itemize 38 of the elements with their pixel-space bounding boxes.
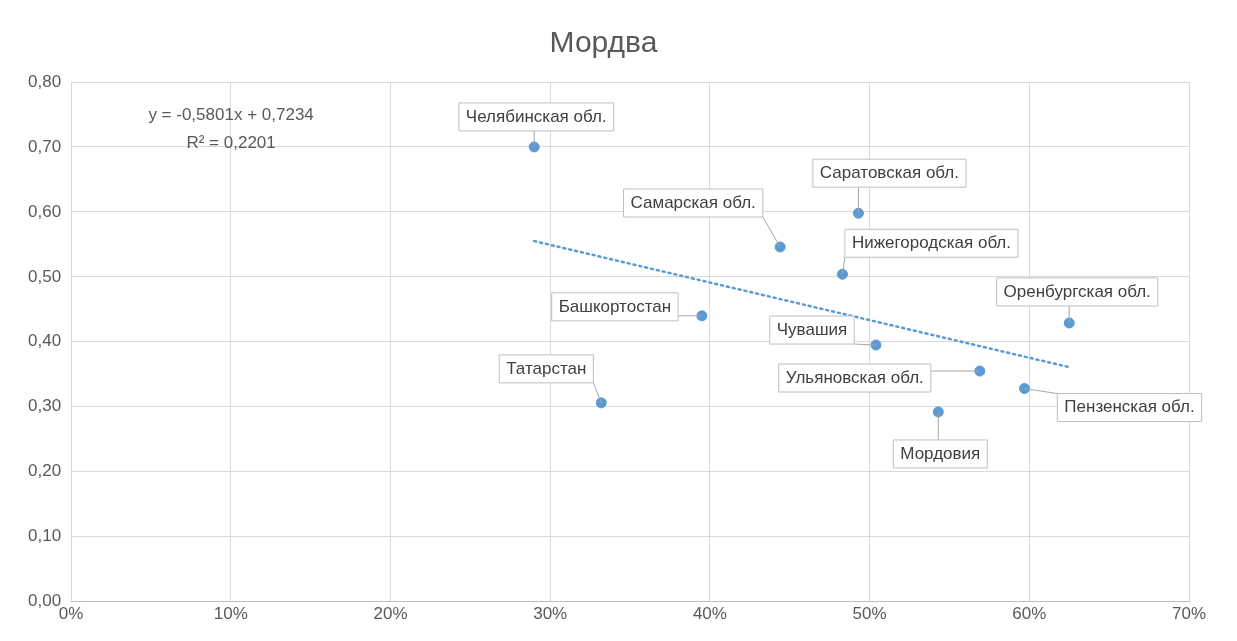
- x-tick-label: 70%: [1171, 604, 1207, 624]
- point: [528, 141, 540, 153]
- annotation: Пензенская обл.: [1064, 397, 1195, 417]
- annotation: Мордовия: [900, 443, 981, 463]
- y-tick-label: 0,60: [27, 201, 62, 221]
- x-tick-label: 20%: [373, 604, 408, 624]
- annotation: Татарстан: [506, 358, 587, 378]
- x-tick-label: 40%: [692, 604, 727, 624]
- annotation: Башкортостан: [558, 296, 672, 316]
- point: [595, 397, 607, 409]
- y-tick-label: 0,10: [27, 526, 62, 546]
- annotation: Самарская обл.: [630, 192, 756, 212]
- annotation: Саратовская обл.: [819, 162, 959, 182]
- annotation: Челябинская обл.: [465, 106, 607, 126]
- y-tick-label: 0,70: [27, 136, 62, 156]
- y-tick-label: 0,20: [27, 461, 62, 481]
- chart-title: Мордва: [549, 25, 658, 59]
- y-tick-label: 0,40: [27, 331, 62, 351]
- x-tick-label: 10%: [213, 604, 248, 624]
- point: [1063, 317, 1075, 329]
- y-tick-label: 0,80: [27, 71, 62, 91]
- y-tick-label: 0,50: [27, 266, 62, 286]
- point: [774, 241, 786, 253]
- x-tick-label: 60%: [1012, 604, 1047, 624]
- annotation: y = -0,5801x + 0,7234: [148, 104, 314, 124]
- point: [852, 207, 864, 219]
- annotation: Оренбургская обл.: [1003, 281, 1151, 301]
- annotation: Ульяновская обл.: [785, 367, 924, 387]
- point: [932, 406, 944, 418]
- x-tick-label: 50%: [852, 604, 887, 624]
- annotation: Чувашия: [776, 319, 848, 339]
- point: [1019, 383, 1031, 395]
- point: [696, 310, 708, 322]
- x-tick-label: 30%: [533, 604, 568, 624]
- point: [836, 268, 848, 280]
- y-tick-label: 0,30: [27, 396, 62, 416]
- annotation: R² = 0,2201: [186, 132, 276, 152]
- annotation: Нижегородская обл.: [851, 232, 1011, 252]
